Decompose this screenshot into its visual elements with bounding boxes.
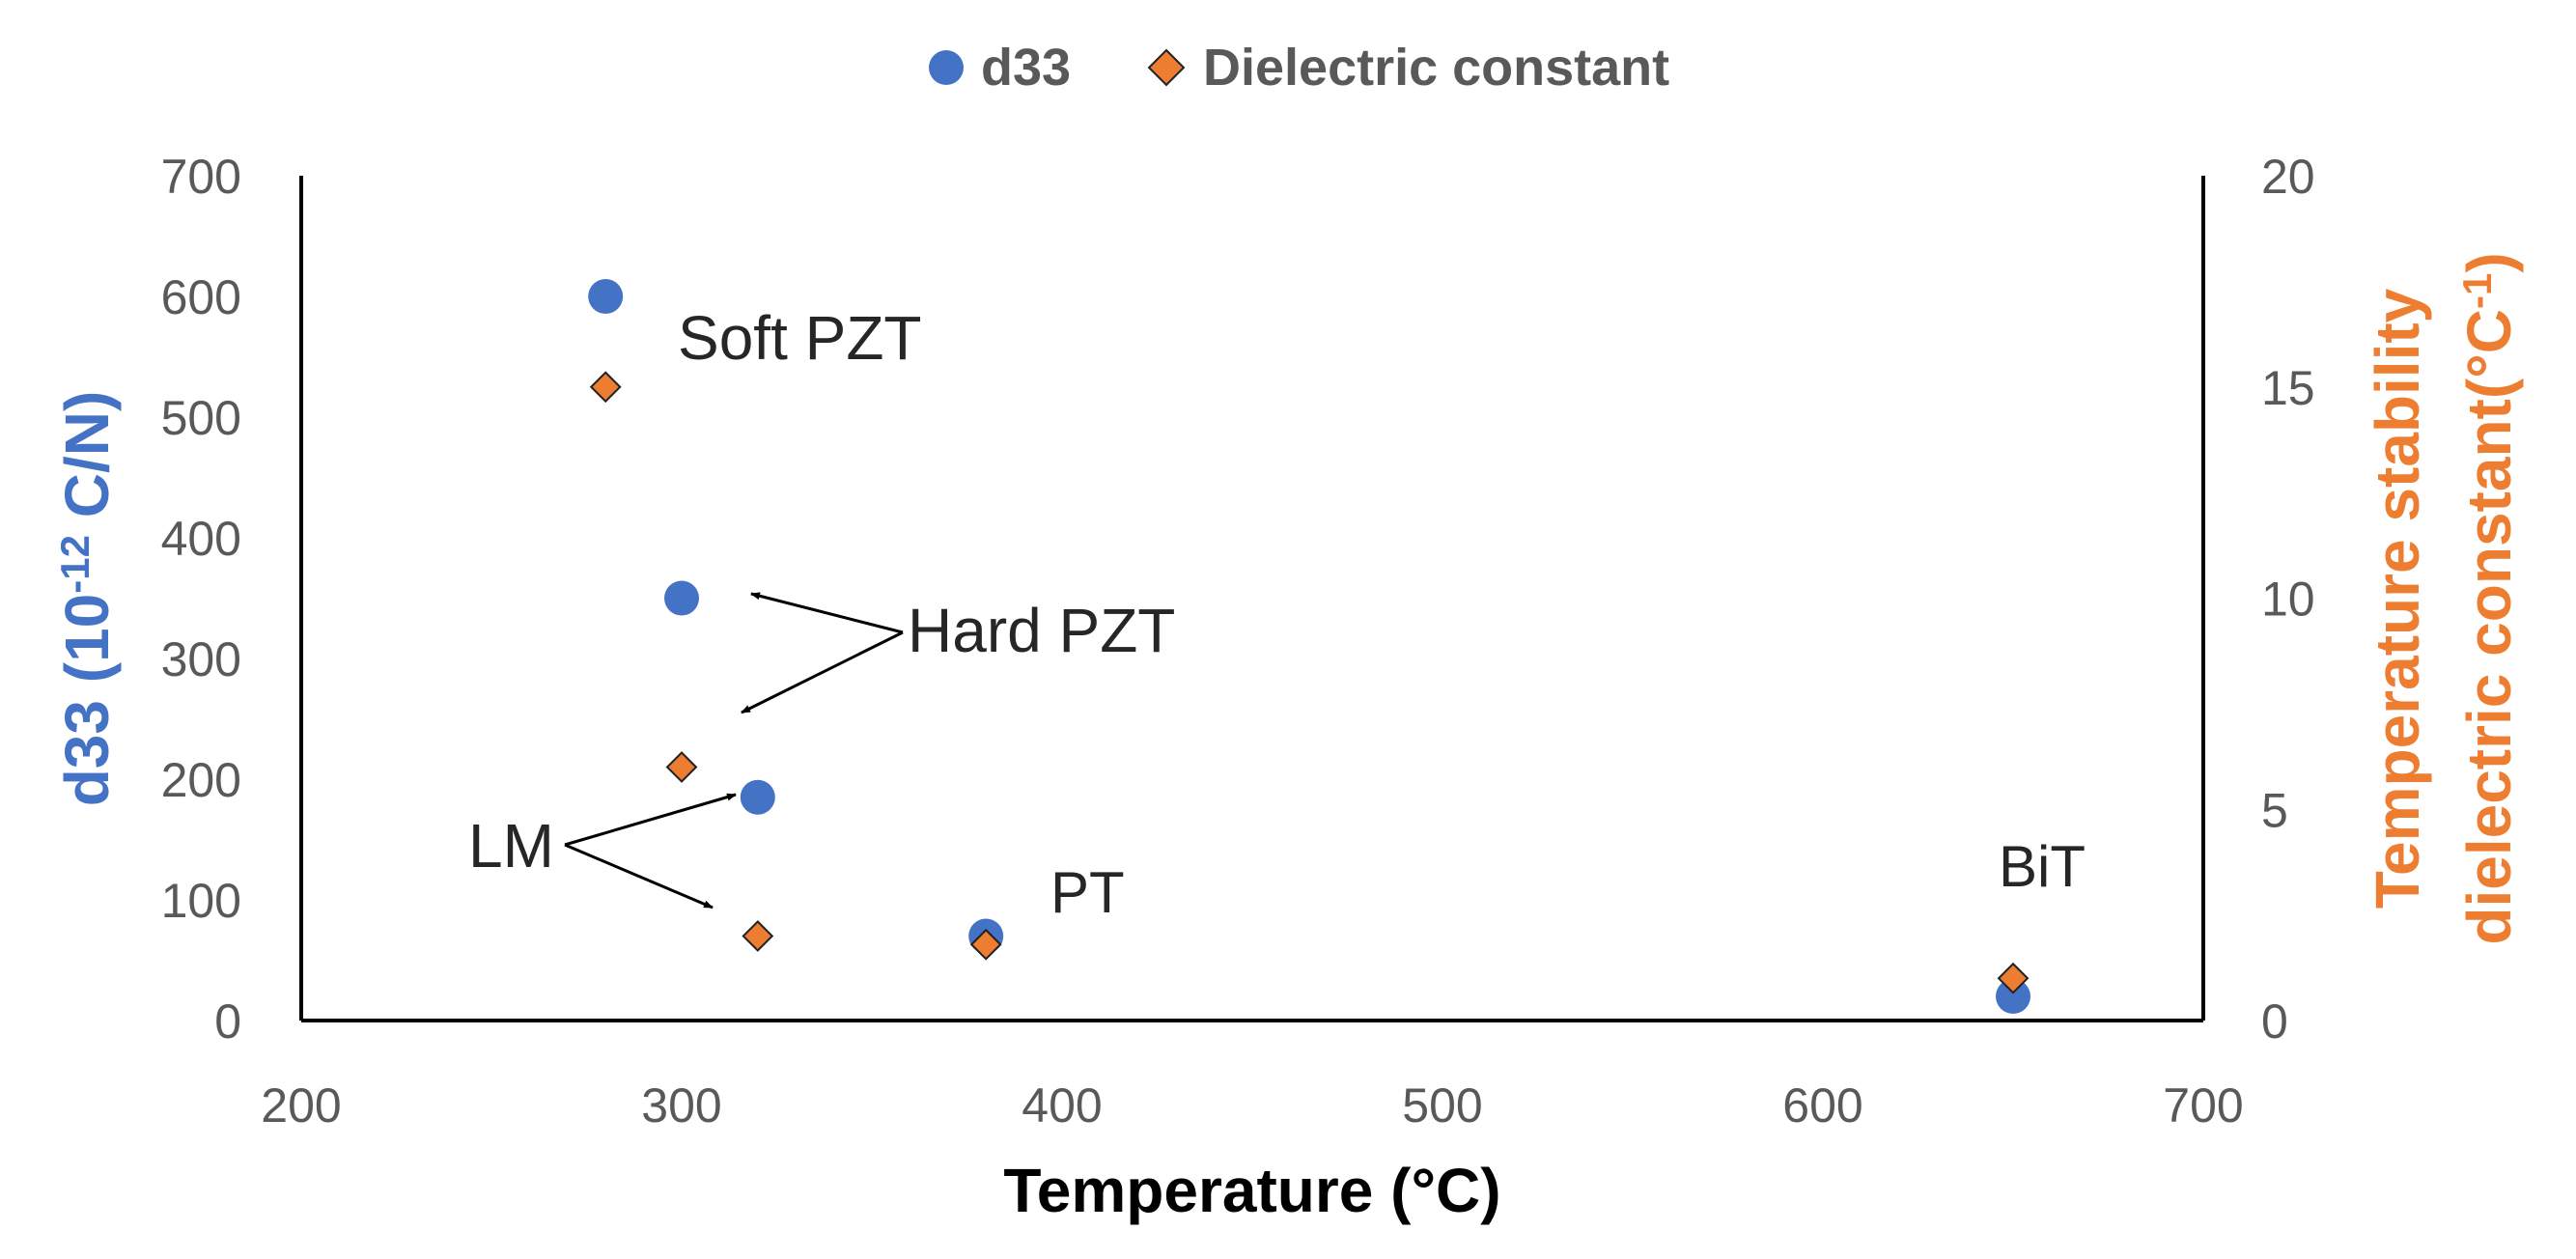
x-tick-labels: 200 300 400 500 600 700 [261, 1078, 2243, 1133]
y-tick-label: 300 [161, 632, 241, 686]
d33-point [588, 279, 624, 314]
annotation-bit: BiT [1999, 834, 2086, 899]
legend-d33-label: d33 [981, 39, 1071, 97]
legend-dielectric-marker [1147, 48, 1186, 87]
x-tick-label: 400 [1022, 1078, 1102, 1133]
y2-axis-title-line2: dielectric constant(°C-1) [2454, 252, 2524, 944]
y-tick-labels: 0 100 200 300 400 500 600 700 [161, 150, 241, 1049]
d33-point [664, 580, 699, 616]
lm-arrow-lower [564, 843, 714, 909]
y2-tick-label: 0 [2261, 994, 2288, 1049]
legend: d33 Dielectric constant [929, 39, 1669, 97]
annotation-soft-pzt: Soft PZT [678, 303, 922, 373]
y2-axis-title-line1: Temperature stability [2363, 288, 2432, 909]
y-tick-label: 600 [161, 270, 241, 324]
y-tick-label: 0 [214, 994, 241, 1049]
y-tick-label: 400 [161, 512, 241, 566]
x-tick-label: 600 [1782, 1078, 1862, 1133]
y2-tick-label: 5 [2261, 783, 2288, 837]
hard-pzt-arrow-lower [741, 630, 904, 714]
data-points [588, 279, 2030, 1014]
y2-tick-label: 20 [2261, 150, 2315, 204]
legend-d33-marker [929, 50, 964, 85]
y-axis-title: d33 (10-12 C/N) [52, 391, 122, 807]
dielectric-point [1997, 962, 2030, 994]
annotation-lm: LM [468, 811, 554, 881]
x-tick-label: 200 [261, 1078, 341, 1133]
lm-arrow-upper [564, 793, 737, 847]
legend-dielectric-label: Dielectric constant [1203, 39, 1669, 97]
y-tick-label: 700 [161, 150, 241, 204]
y2-tick-labels: 0 5 10 15 20 [2261, 150, 2315, 1049]
hard-pzt-arrow-upper [750, 592, 904, 634]
x-axis-title: Temperature (°C) [1003, 1156, 1500, 1225]
x-tick-label: 500 [1402, 1078, 1482, 1133]
y2-tick-label: 10 [2261, 573, 2315, 627]
d33-point [740, 779, 775, 815]
x-tick-label: 700 [2163, 1078, 2243, 1133]
annotation-arrows [564, 592, 904, 909]
d33-point [1996, 979, 2030, 1014]
dielectric-point [665, 751, 698, 783]
y2-tick-label: 15 [2261, 361, 2315, 415]
y-tick-label: 100 [161, 874, 241, 928]
y-tick-label: 200 [161, 753, 241, 807]
dielectric-point [742, 920, 774, 952]
dielectric-point [589, 371, 622, 404]
dielectric-point [969, 928, 1002, 961]
y-tick-label: 500 [161, 391, 241, 445]
annotation-pt: PT [1050, 860, 1125, 925]
annotation-hard-pzt: Hard PZT [908, 596, 1175, 665]
x-tick-label: 300 [641, 1078, 721, 1133]
